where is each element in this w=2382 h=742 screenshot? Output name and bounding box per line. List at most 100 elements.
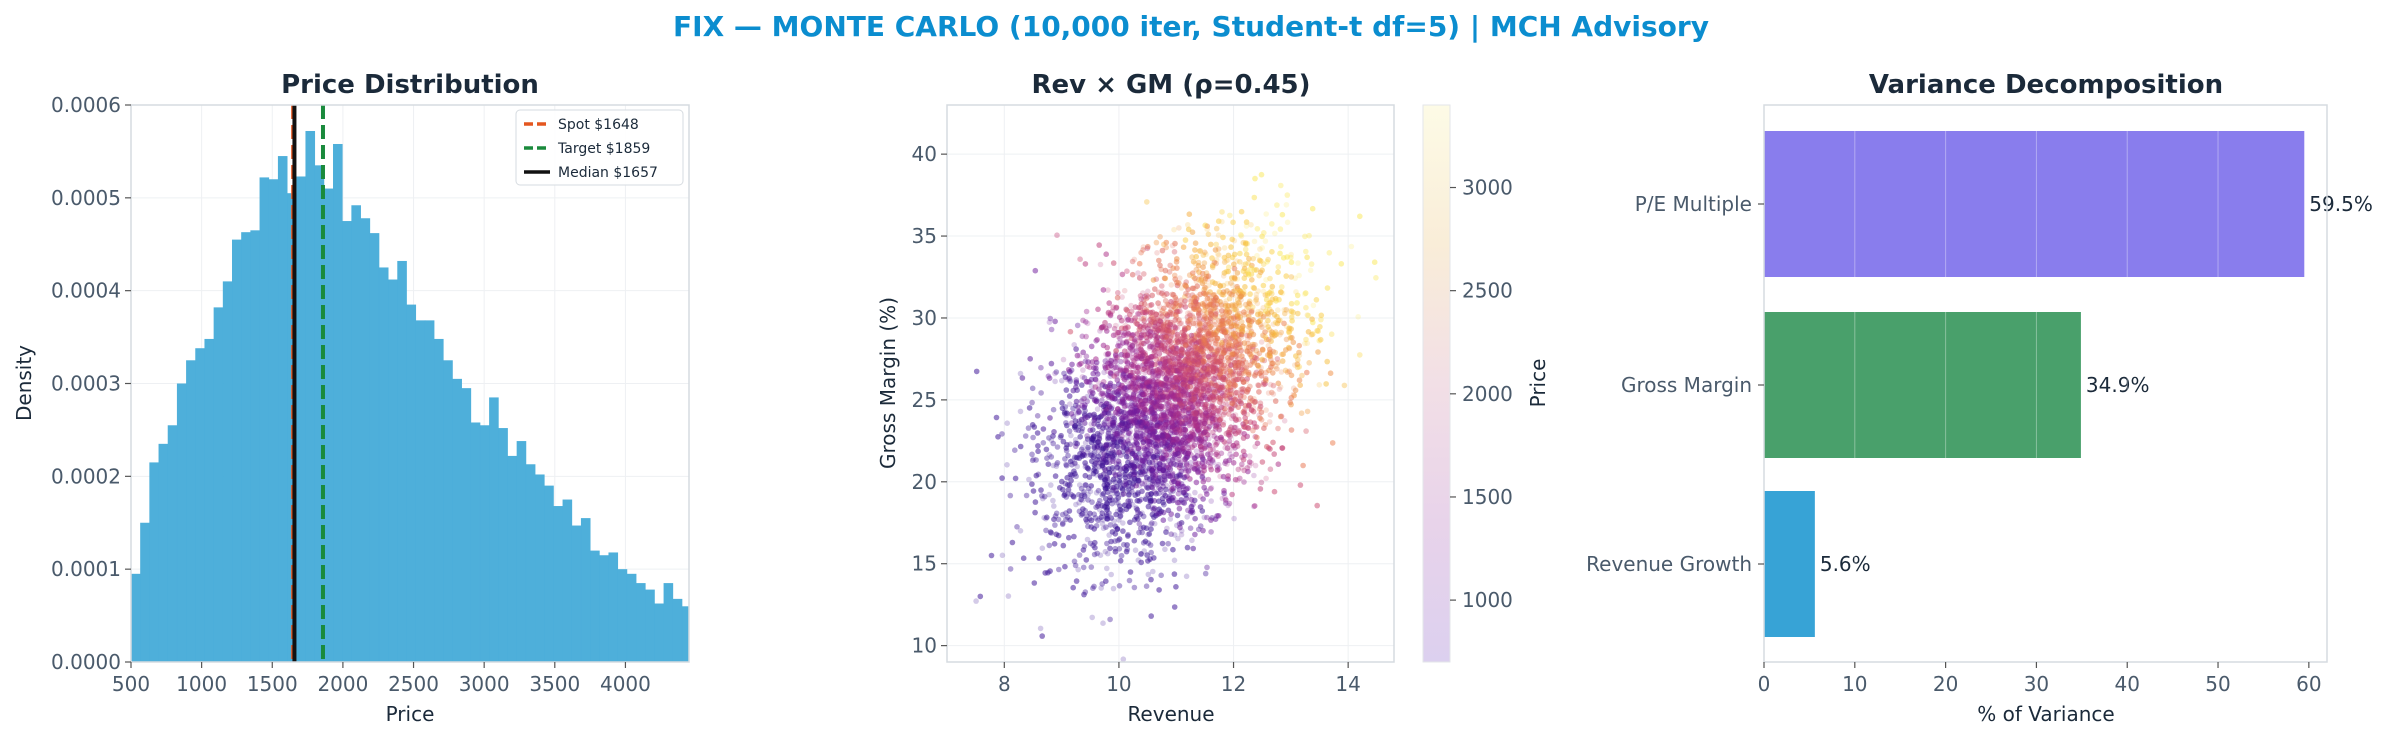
scatter-panel: Rev × GM (ρ=0.45) 8 10 12 1410152025303540 … — [876, 70, 1550, 726]
scatter-point — [1122, 451, 1129, 458]
scatter-point — [1177, 416, 1184, 422]
scatter-point — [1174, 395, 1180, 402]
scatter-point — [1073, 501, 1079, 508]
scatter-point — [1157, 431, 1163, 438]
scatter-point — [1141, 366, 1147, 373]
scatter-point — [1161, 317, 1167, 324]
scatter-point — [1206, 282, 1212, 289]
scatter-point — [1167, 366, 1173, 372]
scatter-point — [1166, 418, 1173, 424]
scatter-point — [1197, 493, 1204, 500]
scatter-point — [1172, 426, 1179, 433]
scatter-point — [1189, 404, 1196, 411]
scatter-point — [1157, 416, 1164, 423]
scatter-point — [1258, 364, 1264, 371]
scatter-point — [1221, 337, 1228, 344]
scatter-point — [1175, 535, 1181, 542]
scatter-point — [1099, 520, 1106, 527]
scatter-point — [1084, 320, 1091, 327]
scatter-point — [1201, 359, 1208, 366]
scatter-point — [973, 598, 979, 604]
scatter-point — [1233, 393, 1240, 400]
scatter-point — [1184, 441, 1191, 447]
scatter-point — [1142, 468, 1149, 474]
scatter-point — [1096, 448, 1102, 454]
scatter-point — [1217, 371, 1223, 378]
scatter-point — [1209, 456, 1216, 463]
scatter-point — [1171, 532, 1178, 538]
scatter-point — [1190, 423, 1197, 429]
scatter-point — [1133, 340, 1140, 347]
scatter-point — [1108, 358, 1114, 364]
scatter-point — [1225, 378, 1231, 384]
scatter-point — [1203, 415, 1209, 422]
scatter-point — [1269, 364, 1276, 371]
scatter-point — [1150, 346, 1157, 353]
scatter-point — [1259, 267, 1265, 274]
scatter-point — [1148, 310, 1154, 317]
scatter-point — [1169, 362, 1176, 368]
histogram-bar — [222, 281, 233, 662]
scatter-point — [1180, 382, 1187, 388]
scatter-point — [1195, 421, 1201, 428]
scatter-point — [1098, 325, 1104, 332]
scatter-point — [1142, 369, 1148, 376]
scatter-point — [1272, 295, 1279, 302]
scatter-point — [1074, 463, 1080, 470]
scatter-point — [1104, 409, 1110, 415]
scatter-point — [1145, 491, 1151, 498]
scatter-point — [1212, 308, 1218, 315]
scatter-point — [1222, 445, 1228, 451]
scatter-point — [1194, 368, 1201, 375]
scatter-point — [1116, 449, 1122, 456]
scatter-point — [1231, 515, 1237, 522]
scatter-point — [1173, 411, 1180, 418]
scatter-point — [1209, 408, 1215, 415]
scatter-point — [1083, 462, 1089, 469]
scatter-point — [1178, 392, 1184, 399]
scatter-point — [1149, 463, 1156, 470]
histogram-bar — [314, 165, 325, 662]
scatter-point — [1198, 398, 1204, 405]
scatter-point — [1208, 485, 1215, 491]
scatter-point — [1157, 369, 1164, 376]
scatter-point — [1040, 495, 1046, 502]
scatter-point — [1080, 396, 1086, 402]
scatter-point — [1114, 508, 1121, 514]
scatter-point — [1226, 432, 1233, 439]
scatter-point — [1181, 401, 1188, 407]
scatter-point — [1140, 424, 1146, 430]
scatter-point — [1135, 408, 1141, 414]
scatter-point — [1089, 614, 1095, 621]
scatter-point — [1096, 380, 1102, 387]
scatter-point — [1167, 334, 1173, 341]
scatter-point — [1211, 344, 1217, 350]
scatter-point — [1250, 404, 1256, 411]
scatter-point — [1173, 403, 1180, 410]
scatter-point — [1278, 369, 1285, 375]
scatter-point — [1243, 223, 1250, 229]
scatter-point — [1149, 370, 1156, 377]
scatter-point — [1168, 332, 1175, 338]
scatter-point — [1220, 383, 1227, 390]
scatter-point — [1243, 311, 1250, 317]
scatter-point — [1180, 483, 1187, 490]
scatter-point — [1205, 343, 1211, 349]
scatter-point — [1105, 433, 1111, 439]
scatter-point — [1099, 460, 1106, 466]
scatter-point — [1132, 380, 1138, 386]
scatter-point — [1048, 437, 1055, 444]
scatter-point — [1242, 387, 1248, 393]
scatter-point — [1236, 398, 1242, 405]
scatter-point — [1185, 442, 1191, 448]
scatter-point — [1241, 452, 1248, 459]
scatter-point — [1229, 302, 1235, 309]
scatter-point — [1113, 347, 1119, 354]
histogram-ylabel: Density — [12, 345, 36, 421]
scatter-point — [1222, 300, 1229, 307]
scatter-point — [1103, 503, 1109, 510]
scatter-point — [1251, 503, 1257, 510]
scatter-point — [1249, 348, 1256, 354]
scatter-point — [1166, 385, 1172, 391]
scatter-point — [1196, 318, 1202, 325]
